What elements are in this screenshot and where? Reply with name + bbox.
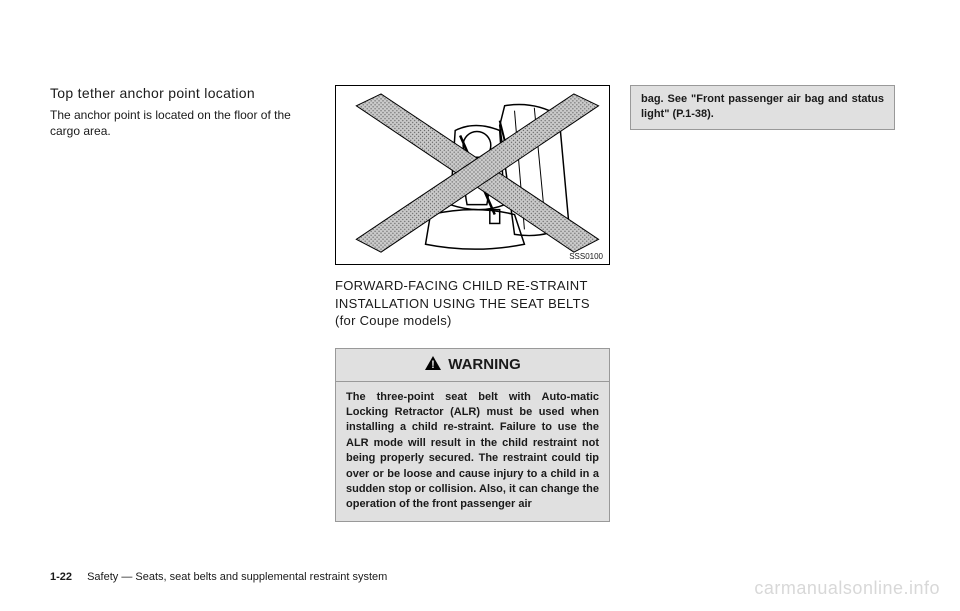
warning-label: WARNING [448, 356, 521, 373]
watermark-text: carmanualsonline.info [754, 578, 940, 599]
column-left: Top tether anchor point location The anc… [50, 85, 315, 522]
warning-continuation-text: bag. See "Front passenger air bag and st… [630, 85, 895, 130]
child-seat-illustration: SSS0100 [335, 85, 610, 265]
page-container: Top tether anchor point location The anc… [0, 0, 960, 562]
svg-text:!: ! [431, 359, 435, 371]
illustration-code: SSS0100 [569, 252, 603, 261]
child-seat-svg [336, 86, 609, 264]
page-number: 1-22 [50, 571, 72, 583]
top-tether-body: The anchor point is located on the floor… [50, 107, 315, 139]
chapter-title: Safety — Seats, seat belts and supplemen… [87, 571, 387, 583]
warning-body-text: The three-point seat belt with Auto-mati… [335, 382, 610, 522]
warning-header: ! WARNING [335, 348, 610, 382]
warning-triangle-icon: ! [424, 355, 442, 375]
column-middle: SSS0100 FORWARD-FACING CHILD RE-STRAINT … [335, 85, 610, 522]
column-right: bag. See "Front passenger air bag and st… [630, 85, 895, 522]
forward-facing-heading: FORWARD-FACING CHILD RE-STRAINT INSTALLA… [335, 277, 610, 330]
page-footer: 1-22 Safety — Seats, seat belts and supp… [50, 571, 387, 583]
top-tether-subtitle: Top tether anchor point location [50, 85, 315, 101]
